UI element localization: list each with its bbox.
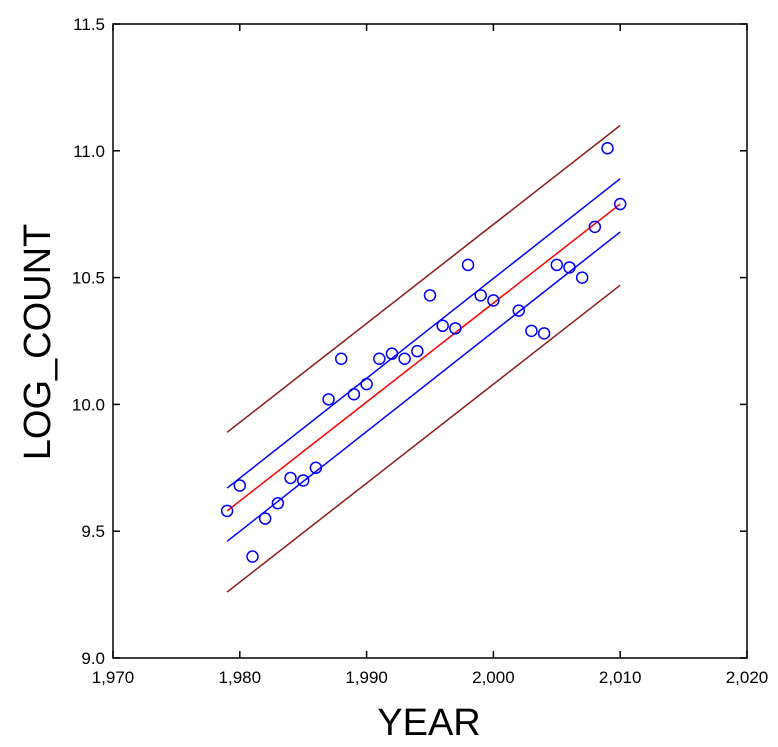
data-point [246,550,259,563]
axis-ticks: 1,970 1,980 1,990 2,000 2,010 2,020 9.0 9.5 10.0… [72,15,768,687]
data-point [385,347,399,360]
data-point [550,258,564,272]
data-points [220,142,627,563]
x-axis-title: YEAR [377,702,480,744]
regression-lines [226,124,621,593]
y-tick-label: 9.0 [81,649,105,668]
data-point [563,261,576,274]
data-point [220,504,234,518]
data-point [487,294,500,307]
data-point [233,479,247,492]
x-tick-label: 2,020 [726,668,769,687]
data-point [461,258,475,272]
data-point [537,327,551,340]
prediction-upper-line [226,124,621,433]
data-point [449,322,462,335]
fit-line [226,203,621,512]
data-point [360,377,373,391]
data-point [309,461,323,475]
data-point [334,352,348,366]
data-point [296,474,310,487]
x-tick-label: 1,980 [219,668,262,687]
y-tick-label: 10.5 [72,269,105,288]
data-point [411,344,424,358]
data-point [575,271,589,284]
y-tick-label: 10.0 [72,395,105,414]
data-point [613,197,627,211]
x-tick-label: 2,010 [599,668,642,687]
confidence-upper-line [226,178,621,489]
plot-frame [112,23,748,659]
x-tick-label: 2,000 [472,668,515,687]
data-point [398,352,411,366]
x-tick-label: 1,990 [345,668,388,687]
data-point [588,220,602,234]
data-point [258,512,272,525]
data-point [284,471,297,485]
data-point [474,289,487,302]
y-axis-title: LOG_COUNT [17,224,59,460]
prediction-lower-line [226,284,621,593]
data-point [373,352,386,366]
y-tick-label: 11.5 [73,15,105,34]
data-point [525,324,538,338]
data-point [512,304,526,317]
data-point [322,393,335,406]
data-point [436,319,449,333]
data-point [347,388,361,401]
x-tick-label: 1,970 [92,668,135,687]
data-point [423,289,437,302]
plot-area [112,23,748,659]
confidence-lower-line [226,231,621,542]
y-tick-label: 11.0 [73,142,105,161]
y-tick-label: 9.5 [81,522,105,541]
data-point [601,142,614,155]
data-point [271,497,285,510]
